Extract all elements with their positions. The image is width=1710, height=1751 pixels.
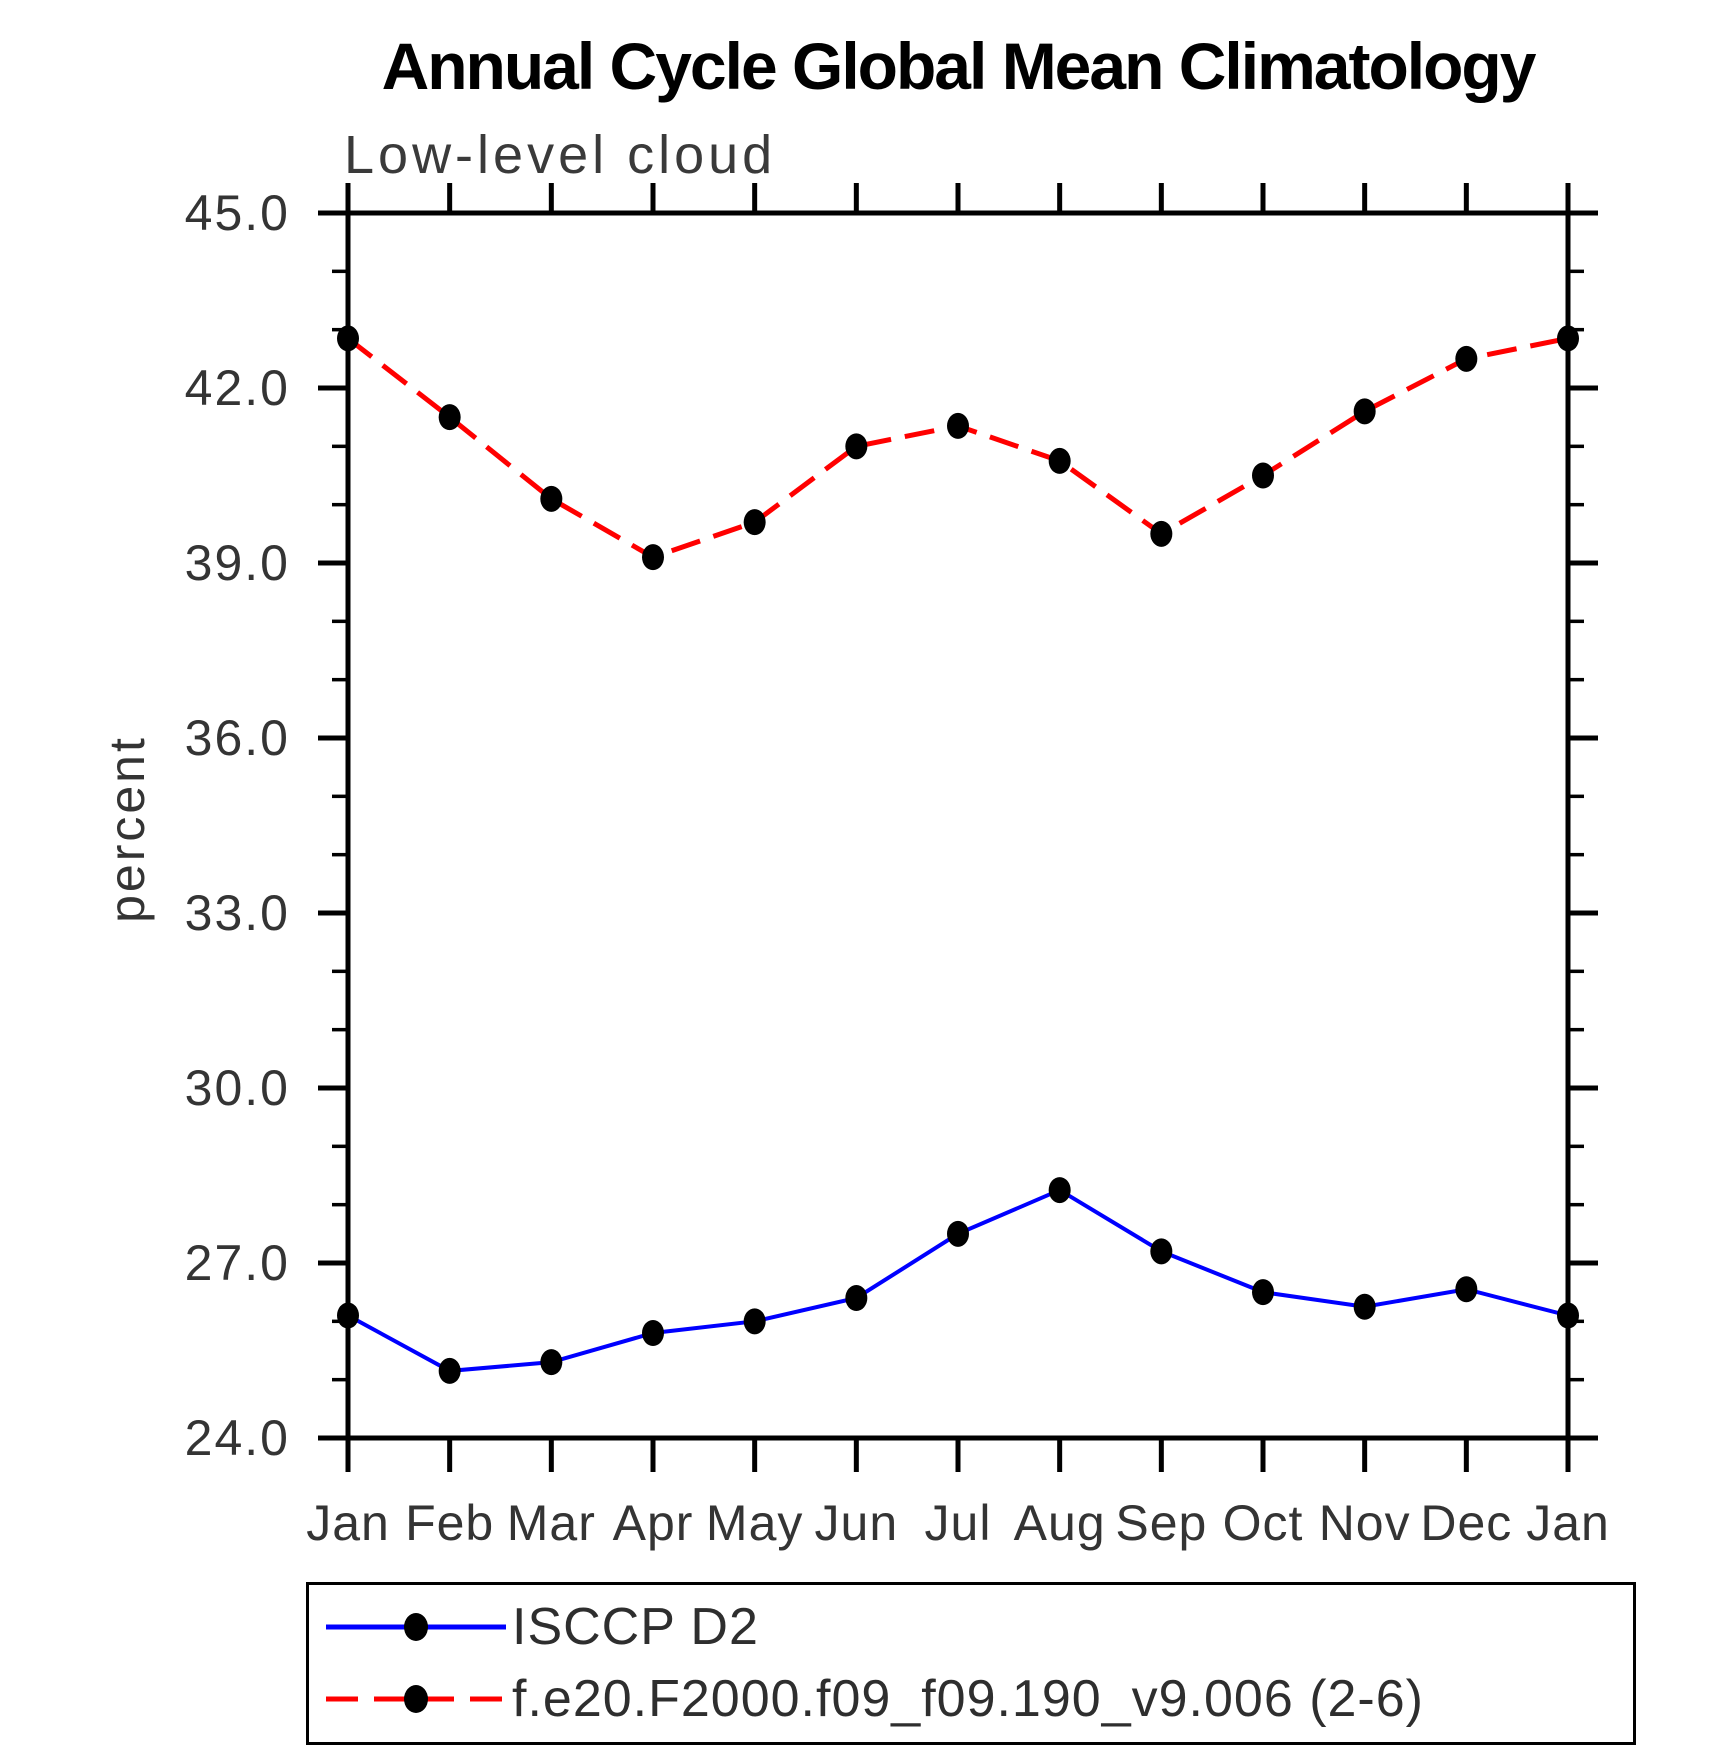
x-tick-label: Oct [1223,1495,1304,1551]
data-point-marker [1048,447,1071,474]
y-tick-label: 39.0 [185,535,290,591]
data-point-marker [1455,345,1478,372]
y-tick-label: 27.0 [185,1235,290,1291]
data-point-marker [845,1285,868,1311]
x-tick-label: Jun [815,1495,899,1551]
y-tick-label: 30.0 [185,1060,290,1116]
data-point-marker [540,1349,563,1376]
data-point-marker [337,325,359,352]
legend-line-sample-solid [326,1613,506,1641]
y-tick-label: 45.0 [185,185,290,241]
series-line-model [346,335,1569,560]
series-line-isccp [347,1187,1569,1373]
data-point-marker [1252,462,1274,489]
x-tick-label: Aug [1014,1495,1106,1551]
data-point-marker [1557,1302,1579,1329]
data-point-marker [1048,1177,1071,1204]
data-point-marker [743,509,766,536]
data-point-marker [743,1308,766,1335]
data-point-marker [438,1357,461,1384]
data-point-marker [1150,1238,1173,1265]
data-point-marker [337,1302,359,1329]
legend-item-model: f.e20.F2000.f09_f09.190_v9.006 (2-6) [322,1663,1424,1735]
legend-item-isccp: ISCCP D2 [322,1591,759,1663]
x-tick-label: Dec [1420,1495,1512,1551]
chart-subtitle: Low-level cloud [344,125,777,185]
y-axis-label: percent [99,735,155,923]
data-point-marker [1150,520,1173,547]
y-tick-label: 36.0 [185,710,290,766]
x-tick-label: Feb [405,1495,494,1551]
x-tick-label: Jan [1526,1495,1610,1551]
x-tick-label: Sep [1115,1495,1207,1551]
legend-label: f.e20.F2000.f09_f09.190_v9.006 (2-6) [512,1670,1424,1728]
legend-label: ISCCP D2 [512,1598,759,1656]
x-tick-label: Nov [1319,1495,1411,1551]
data-point-marker [1455,1276,1478,1303]
data-point-marker [947,1220,969,1247]
y-tick-label: 42.0 [185,360,290,416]
data-point-marker [1252,1279,1274,1306]
x-tick-label: May [706,1495,803,1551]
data-point-marker [642,544,664,571]
data-point-marker [438,404,461,431]
data-point-marker [1557,325,1579,352]
y-tick-label: 24.0 [185,1410,290,1466]
y-tick-label: 33.0 [185,885,290,941]
page-title: Annual Cycle Global Mean Climatology [381,29,1537,103]
data-point-marker [642,1320,664,1346]
x-tick-label: Jul [925,1495,992,1551]
x-tick-label: Jan [306,1495,390,1551]
data-point-marker [1353,1293,1376,1320]
data-point-marker [540,485,563,512]
data-point-marker [947,412,969,439]
data-point-marker [845,433,868,460]
x-tick-label: Apr [613,1495,694,1551]
x-tick-label: Mar [507,1495,596,1551]
data-point-marker [1353,398,1376,425]
legend: ISCCP D2 f.e20.F2000.f09_f09.190_v9.006 … [306,1582,1636,1745]
legend-line-sample-dashed [326,1685,506,1713]
